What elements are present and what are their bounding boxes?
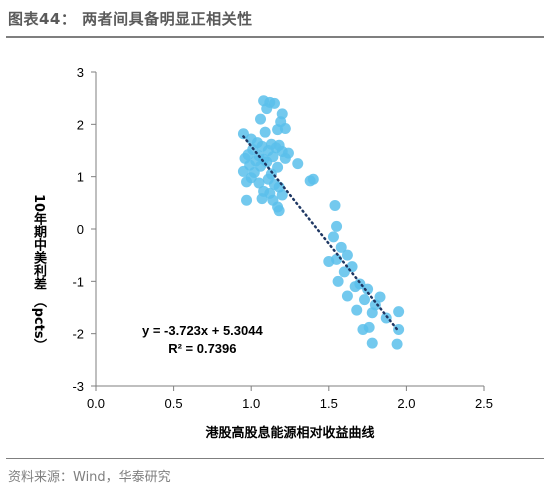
data-point [366, 337, 378, 349]
data-point [335, 241, 347, 253]
data-point [259, 126, 271, 138]
data-point [341, 290, 353, 302]
data-points [237, 95, 405, 350]
x-tick-label: 2.0 [397, 396, 415, 411]
data-point [237, 128, 249, 140]
data-point [292, 158, 304, 170]
data-point [391, 338, 403, 350]
data-point [261, 103, 273, 115]
y-tick-label: -1 [72, 274, 84, 289]
y-tick-label: -2 [72, 327, 84, 342]
data-point [329, 199, 341, 211]
x-tick-label: 0.0 [87, 396, 105, 411]
source-note: 资料来源：Wind，华泰研究 [8, 470, 171, 485]
data-point [357, 323, 369, 335]
y-tick-label: 3 [77, 65, 84, 80]
x-axis-title: 港股高股息能源相对收益曲线 [205, 426, 375, 441]
data-point [276, 189, 288, 201]
title-divider [6, 36, 544, 38]
data-point [351, 304, 363, 316]
data-point [327, 231, 339, 243]
y-tick-label: -3 [72, 379, 84, 394]
data-point [273, 205, 285, 217]
data-point [332, 275, 344, 287]
data-point [362, 283, 374, 295]
y-tick-label: 0 [77, 222, 84, 237]
trendline-equation: y = -3.723x + 5.3044 R² = 0.7396 [142, 322, 263, 358]
data-point [241, 176, 253, 188]
data-point [341, 249, 353, 261]
trendline [242, 135, 400, 333]
trendline-r-squared: R² = 0.7396 [168, 341, 237, 356]
data-point [358, 294, 370, 306]
data-point [241, 194, 253, 206]
data-point [279, 152, 291, 164]
trendline-formula: y = -3.723x + 5.3044 [142, 323, 263, 338]
x-tick-label: 2.5 [475, 396, 493, 411]
data-point [253, 177, 265, 189]
x-tick-label: 1.0 [242, 396, 260, 411]
y-tick-label: 2 [77, 117, 84, 132]
trendline-layer [242, 135, 400, 333]
data-point [272, 124, 284, 136]
data-point [393, 306, 405, 318]
data-point [393, 323, 405, 335]
figure-title: 图表44： 两者间具备明显正相关性 [8, 10, 253, 28]
x-tick-label: 0.5 [165, 396, 183, 411]
axes: 0.0 0.5 1.0 1.5 2.0 2.5 3 2 1 0 -1 -2 -3 [72, 65, 493, 411]
data-point [366, 307, 378, 319]
data-point [255, 113, 267, 125]
x-tick-label: 1.5 [320, 396, 338, 411]
data-point [304, 175, 316, 187]
y-axis-title: 10年期中美利差 （pcts） [31, 194, 46, 352]
data-point [338, 266, 350, 278]
data-point [331, 220, 343, 232]
data-point [237, 165, 249, 177]
source-divider [6, 458, 544, 459]
data-point [268, 97, 280, 109]
data-point [331, 253, 343, 265]
data-point [256, 193, 268, 205]
y-tick-label: 1 [77, 170, 84, 185]
